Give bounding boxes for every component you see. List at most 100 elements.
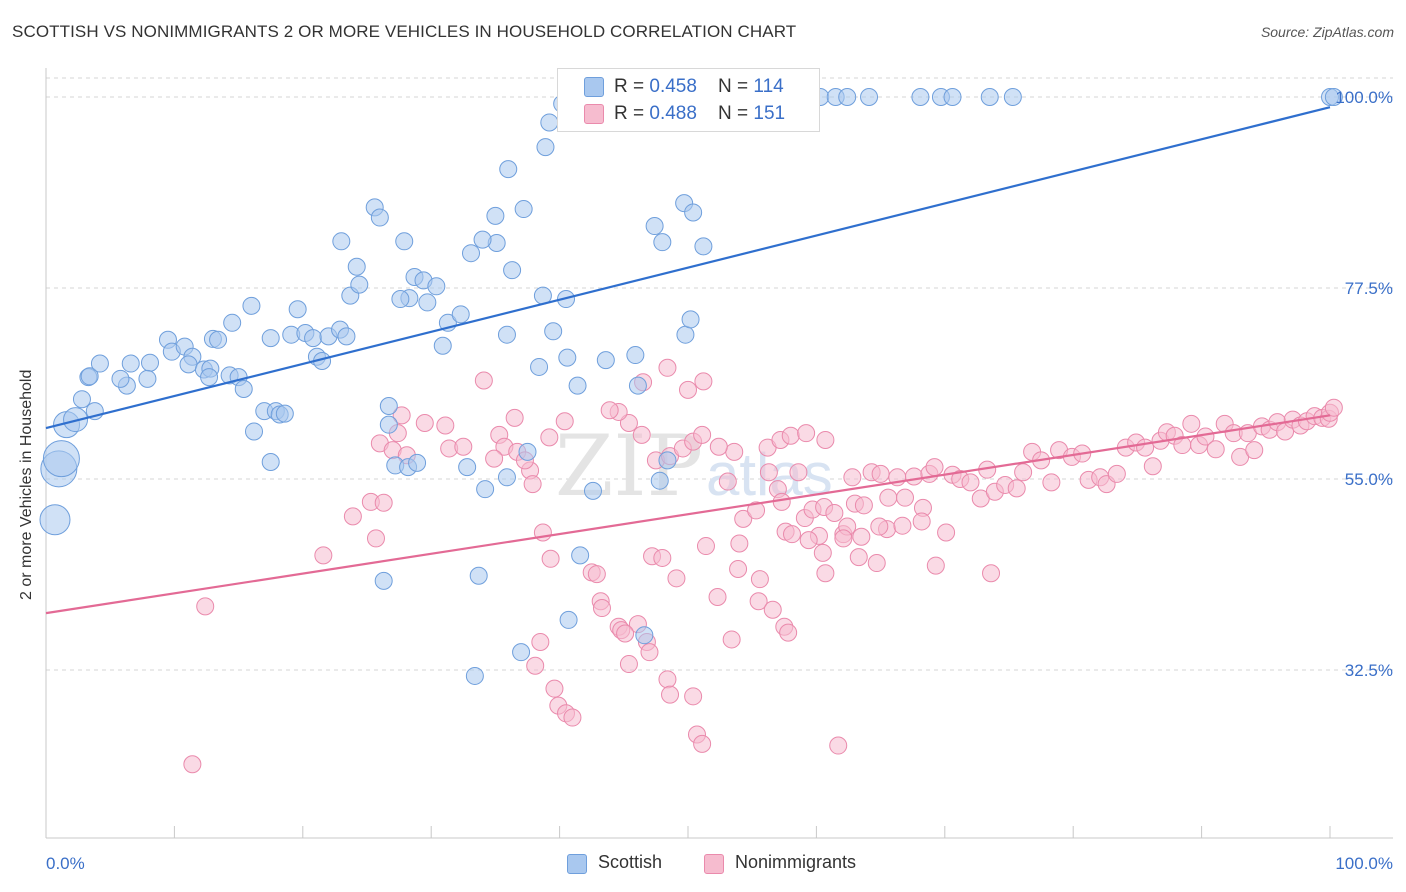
scottish-point: [476, 480, 495, 499]
nonimmigrants-point: [925, 458, 944, 477]
nonimmigrants-point: [545, 679, 564, 698]
scottish-point: [200, 368, 219, 387]
nonimmigrants-point: [912, 512, 931, 531]
legend-n-label: N =: [718, 76, 754, 97]
scottish-point: [571, 546, 590, 565]
nonimmigrants-point: [904, 467, 923, 486]
nonimmigrants-point: [1182, 414, 1201, 433]
nonimmigrants-point: [667, 569, 686, 588]
scottish-point: [458, 458, 477, 477]
nonimmigrants-point: [734, 509, 753, 528]
nonimmigrants-point: [658, 670, 677, 689]
source-label: Source: ZipAtlas.com: [1260, 24, 1394, 40]
scottish-point: [540, 113, 559, 132]
scottish-point: [141, 353, 160, 372]
legend-n-label: N =: [718, 103, 754, 124]
scottish-point: [433, 336, 452, 355]
scottish-point: [684, 203, 703, 222]
scottish-point: [681, 310, 700, 329]
legend-r-label: R =: [614, 103, 650, 124]
nonimmigrants-point: [926, 556, 945, 575]
nonimmigrants-point: [750, 570, 769, 589]
legend-r-value: 0.458: [649, 76, 697, 97]
nonimmigrants-point: [779, 623, 798, 642]
scottish-point: [514, 200, 533, 219]
nonimmigrants-point: [1206, 440, 1225, 459]
nonimmigrants-point: [799, 531, 818, 550]
scottish-point: [658, 451, 677, 470]
scottish-point: [304, 329, 323, 348]
nonimmigrants-trend-line: [45, 414, 1331, 615]
nonimmigrants-point: [694, 372, 713, 391]
nonimmigrants-point: [783, 525, 802, 544]
scottish-point: [275, 404, 294, 423]
chart-title: SCOTTISH VS NONIMMIGRANTS 2 OR MORE VEHI…: [12, 22, 797, 41]
nonimmigrants-point: [526, 656, 545, 675]
nonimmigrants-point: [616, 624, 635, 643]
scottish-point: [860, 88, 879, 106]
scottish-point: [370, 208, 389, 227]
y-tick-label: 100.0%: [1335, 88, 1393, 107]
scottish-point: [503, 261, 522, 280]
scottish-point: [42, 440, 80, 478]
nonimmigrants-point: [505, 408, 524, 427]
nonimmigrants-point: [781, 426, 800, 445]
nonimmigrants-point: [392, 406, 411, 425]
scottish-point: [374, 571, 393, 590]
legend-swatch-scottish: [584, 77, 604, 97]
scottish-point: [379, 396, 398, 415]
scottish-point: [497, 468, 516, 487]
nonimmigrants-point: [725, 442, 744, 461]
y-tick-label: 32.5%: [1345, 661, 1393, 680]
nonimmigrants-point: [555, 412, 574, 431]
nonimmigrants-point: [870, 517, 889, 536]
scottish-point: [628, 376, 647, 395]
nonimmigrants-point: [600, 401, 619, 420]
nonimmigrants-point: [722, 630, 741, 649]
scottish-point: [138, 369, 157, 388]
nonimmigrants-point: [436, 416, 455, 435]
scottish-point: [395, 232, 414, 251]
nonimmigrants-point: [708, 587, 727, 606]
scottish-point: [512, 643, 531, 662]
scottish-point: [469, 566, 488, 585]
nonimmigrants-point: [730, 534, 749, 553]
nonimmigrants-point: [982, 564, 1001, 583]
scottish-label: Scottish: [598, 852, 663, 872]
nonimmigrants-point: [1324, 398, 1343, 417]
scottish-point: [391, 290, 410, 309]
scottish-point: [838, 88, 857, 106]
nonimmigrants-point: [563, 708, 582, 727]
scottish-point: [347, 257, 366, 276]
scottish-point: [465, 666, 484, 685]
nonimmigrants-point: [867, 554, 886, 573]
scottish-point: [223, 313, 242, 332]
scottish-point: [379, 415, 398, 434]
scottish-trend-line: [45, 106, 1331, 430]
scottish-point: [559, 610, 578, 629]
nonimmigrants-point: [895, 488, 914, 507]
nonimmigrants-point: [415, 413, 434, 432]
scottish-point: [499, 160, 518, 179]
nonimmigrants-point: [1007, 479, 1026, 498]
scottish-point: [558, 348, 577, 367]
nonimmigrants-point: [619, 655, 638, 674]
nonimmigrants-point: [718, 472, 737, 491]
nonimmigrants-point: [797, 424, 816, 443]
nonimmigrants-point: [1107, 464, 1126, 483]
scottish-point: [80, 367, 99, 386]
legend-n-value: 151: [753, 103, 786, 124]
nonimmigrants-point: [759, 463, 778, 482]
scottish-point: [568, 376, 587, 395]
nonimmigrants-point: [592, 599, 611, 618]
nonimmigrants-point: [374, 493, 393, 512]
y-tick-label: 77.5%: [1345, 279, 1393, 298]
nonimmigrants-point: [314, 546, 333, 565]
scottish-point: [72, 390, 91, 409]
nonimmigrants-point: [829, 736, 848, 755]
scottish-point: [645, 217, 664, 236]
scottish-point: [518, 442, 537, 461]
scottish-point: [943, 88, 962, 106]
scottish-point: [261, 453, 280, 472]
scottish-point: [234, 380, 253, 399]
